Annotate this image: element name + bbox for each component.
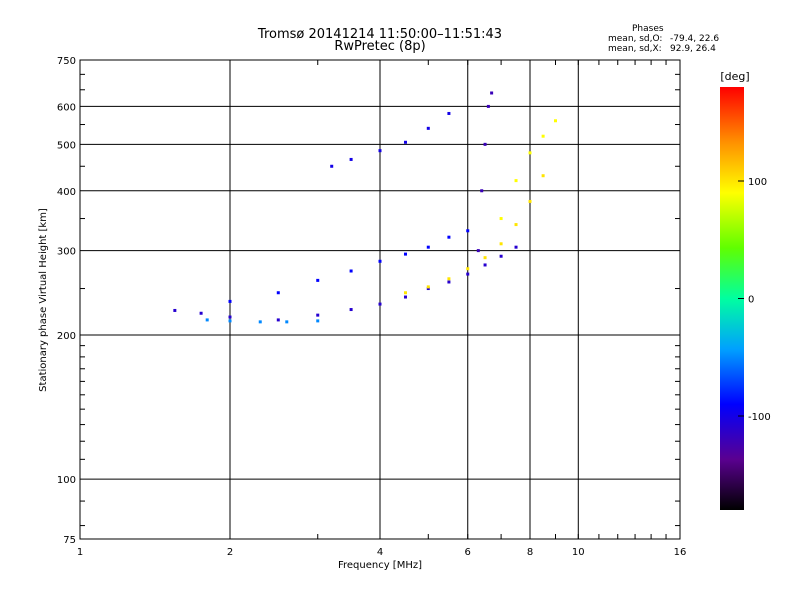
data-point — [499, 217, 503, 221]
x-tick-label: 6 — [465, 547, 471, 558]
data-point — [349, 269, 353, 273]
data-point — [258, 320, 262, 324]
data-point — [276, 318, 280, 322]
x-tick-label: 1 — [77, 547, 83, 558]
colorbar-label: [deg] — [720, 70, 749, 83]
data-point — [403, 140, 407, 144]
y-tick-label: 500 — [57, 140, 76, 151]
data-point — [483, 263, 487, 267]
data-point — [205, 318, 209, 322]
data-point — [316, 313, 320, 317]
x-tick-label: 4 — [377, 547, 383, 558]
data-point — [490, 91, 494, 95]
phases-x-values: 92.9, 26.4 — [670, 44, 716, 54]
data-point — [378, 149, 382, 153]
data-point — [514, 223, 518, 227]
x-tick-label: 2 — [227, 547, 233, 558]
data-point — [349, 157, 353, 161]
scatter-points — [173, 91, 557, 324]
phases-heading: Phases — [632, 24, 664, 34]
chart-title: Tromsø 20141214 11:50:00–11:51:43 — [257, 27, 503, 42]
data-point — [316, 278, 320, 282]
data-point — [426, 126, 430, 130]
data-point — [426, 245, 430, 249]
data-point — [499, 254, 503, 258]
data-point — [403, 291, 407, 295]
axis-ticks: 1 2 4 6 8 10 16 75 100 200 300 400 500 600 750 — [57, 56, 686, 558]
y-tick-label: 200 — [57, 331, 76, 342]
colorbar-ticks: 100 0 -100 — [738, 177, 771, 423]
data-point — [316, 319, 320, 323]
data-point — [514, 245, 518, 249]
phases-o-label: mean, sd,O: — [608, 34, 663, 44]
data-point — [514, 179, 518, 183]
data-point — [330, 164, 334, 168]
grid-lines — [80, 60, 680, 539]
data-point — [447, 111, 451, 115]
colorbar-tick-label: 0 — [748, 295, 754, 306]
y-axis-label: Stationary phase Virtual Height [km] — [38, 208, 49, 392]
y-tick-label: 75 — [63, 535, 76, 546]
data-point — [173, 308, 177, 312]
data-point — [403, 295, 407, 299]
data-point — [426, 285, 430, 289]
data-point — [480, 189, 484, 193]
data-point — [447, 277, 451, 281]
data-point — [483, 256, 487, 260]
phases-x-label: mean, sd,X: — [608, 44, 662, 54]
data-point — [476, 249, 480, 253]
data-point — [541, 174, 545, 178]
chart-subtitle: RwPretec (8p) — [334, 39, 426, 54]
y-tick-label: 100 — [57, 475, 76, 486]
data-point — [349, 308, 353, 312]
data-point — [228, 319, 232, 323]
data-point — [483, 142, 487, 146]
x-tick-label: 16 — [674, 547, 687, 558]
data-point — [466, 272, 470, 276]
x-tick-label: 10 — [572, 547, 585, 558]
data-point — [199, 311, 203, 315]
y-tick-label: 400 — [57, 187, 76, 198]
colorbar-tick-label: 100 — [748, 177, 767, 188]
data-point — [228, 315, 232, 319]
colorbar-tick-label: -100 — [748, 412, 771, 423]
data-point — [466, 267, 470, 271]
data-point — [378, 302, 382, 306]
y-tick-label: 300 — [57, 247, 76, 258]
data-point — [541, 134, 545, 138]
y-tick-label: 750 — [57, 56, 76, 67]
data-point — [466, 229, 470, 233]
data-point — [499, 242, 503, 246]
x-axis-label: Frequency [MHz] — [338, 560, 422, 571]
data-point — [403, 252, 407, 256]
data-point — [486, 104, 490, 108]
data-point — [528, 199, 532, 203]
data-point — [553, 119, 557, 123]
x-tick-label: 8 — [527, 547, 533, 558]
phases-o-values: -79.4, 22.6 — [670, 34, 720, 44]
data-point — [276, 291, 280, 295]
data-point — [285, 320, 289, 324]
data-point — [447, 235, 451, 239]
y-tick-label: 600 — [57, 102, 76, 113]
data-point — [426, 287, 430, 291]
data-point — [528, 151, 532, 155]
data-point — [447, 280, 451, 284]
data-point — [378, 259, 382, 263]
data-point — [228, 299, 232, 303]
